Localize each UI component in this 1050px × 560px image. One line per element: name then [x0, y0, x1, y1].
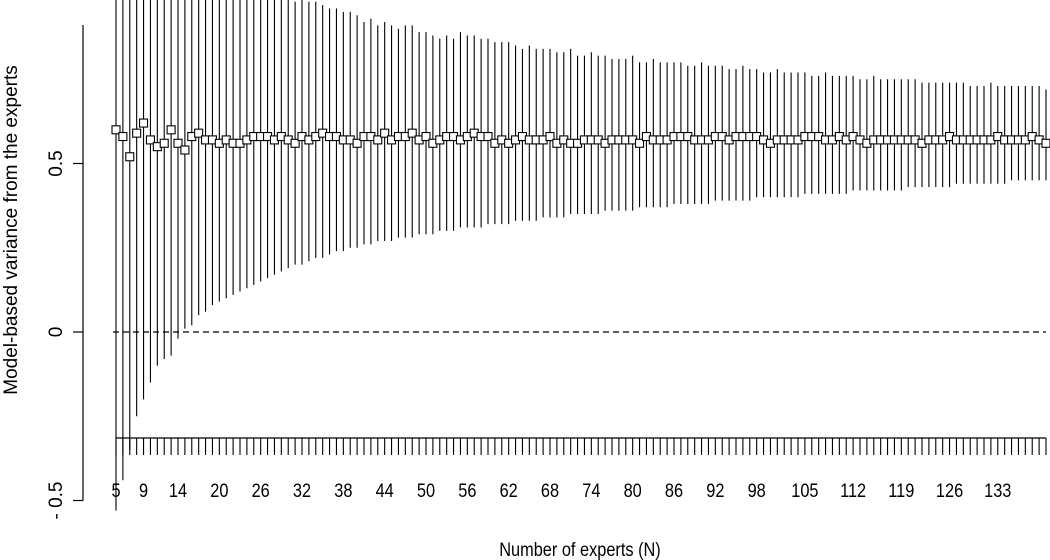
mean-marker	[173, 138, 183, 148]
x-tick-label: 119	[888, 480, 914, 501]
mean-marker	[166, 125, 176, 135]
mean-marker	[545, 131, 555, 142]
x-tick-label: 74	[582, 480, 600, 501]
mean-marker	[421, 131, 431, 142]
error-bars	[115, 0, 1047, 511]
mean-marker	[1041, 138, 1050, 148]
x-tick-label: 105	[791, 480, 818, 501]
x-tick-label: 86	[665, 480, 683, 501]
x-tick-label: 32	[293, 480, 311, 501]
x-tick-label: 9	[139, 480, 148, 501]
x-tick-label: 92	[706, 480, 724, 501]
mean-marker	[132, 128, 142, 138]
y-axis: - 0.500.511.5	[46, 0, 84, 520]
mean-marker	[352, 138, 362, 148]
mean-marker	[118, 131, 128, 142]
x-tick-label: 44	[376, 480, 394, 501]
mean-marker	[180, 145, 190, 155]
x-tick-label: 56	[458, 480, 476, 501]
y-axis-label: Model-based variance from the experts	[1, 65, 22, 395]
x-axis-label: Number of experts (N)	[499, 539, 660, 560]
mean-marker	[373, 135, 383, 145]
mean-marker	[125, 152, 135, 162]
y-tick-label: 0.5	[46, 150, 67, 176]
x-tick-label: 62	[500, 480, 518, 501]
x-tick-label: 112	[840, 480, 866, 501]
x-tick-label: 26	[252, 480, 270, 501]
x-tick-label: 68	[541, 480, 559, 501]
mean-marker	[290, 138, 300, 148]
x-axis: 5 9 14 20 26 32 38 44 50 56 62 68 74 80 86 92 98 105 112 11…	[111, 437, 1047, 501]
mean-marker	[159, 138, 169, 148]
x-tick-label: 5	[111, 480, 120, 501]
mean-marker	[635, 138, 645, 148]
mean-marker	[111, 125, 121, 135]
mean-marker	[194, 128, 204, 138]
x-tick-label: 14	[169, 480, 187, 501]
x-tick-label: 80	[624, 480, 642, 501]
x-tick-label: 126	[936, 480, 963, 501]
x-tick-label: 133	[984, 480, 1011, 501]
y-tick-label: 0	[46, 327, 67, 338]
mean-marker	[380, 128, 390, 138]
mean-markers	[111, 118, 1050, 162]
y-tick-label: - 0.5	[46, 481, 67, 519]
x-tick-label: 98	[748, 480, 766, 501]
mean-marker	[145, 135, 155, 145]
x-tick-label: 50	[417, 480, 435, 501]
mean-marker	[407, 128, 417, 138]
mean-marker	[139, 118, 149, 128]
x-tick-label: 38	[334, 480, 352, 501]
mean-marker	[483, 131, 493, 142]
x-tick-label: 20	[210, 480, 228, 501]
